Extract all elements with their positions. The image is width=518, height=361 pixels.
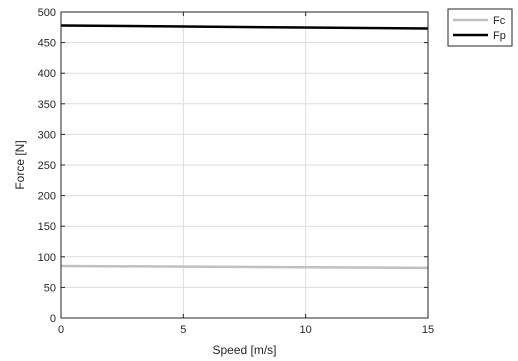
y-tick-label: 100 [38, 252, 56, 264]
y-tick-label: 400 [38, 68, 56, 80]
y-axis-label: Force [N] [13, 140, 27, 189]
legend-box [447, 8, 513, 47]
x-tick-label: 15 [422, 324, 434, 336]
x-axis-label: Speed [m/s] [212, 343, 276, 357]
x-tick-label: 10 [300, 324, 312, 336]
legend-label-fp: Fp [493, 30, 506, 42]
series-line-fc [60, 264, 429, 270]
y-tick-label: 200 [38, 191, 56, 203]
y-tick-label: 350 [38, 99, 56, 111]
x-tick-label: 0 [58, 324, 64, 336]
y-tick-label: 250 [38, 160, 56, 172]
y-tick-label: 500 [38, 7, 56, 19]
y-tick-label: 0 [50, 313, 56, 325]
x-axis-ticks: 0 5 10 15 [58, 12, 434, 336]
grid-lines [61, 12, 428, 318]
y-tick-label: 150 [38, 221, 56, 233]
y-tick-label: 300 [38, 129, 56, 141]
y-tick-label: 450 [38, 38, 56, 50]
legend: Fc Fp [447, 8, 513, 47]
x-tick-label: 5 [180, 324, 186, 336]
y-axis-ticks: 0 50 100 150 200 250 300 350 400 450 500 [38, 7, 428, 325]
y-tick-label: 50 [44, 282, 56, 294]
series-lines [60, 24, 429, 270]
legend-label-fc: Fc [493, 15, 506, 27]
series-line-fp [60, 24, 429, 30]
